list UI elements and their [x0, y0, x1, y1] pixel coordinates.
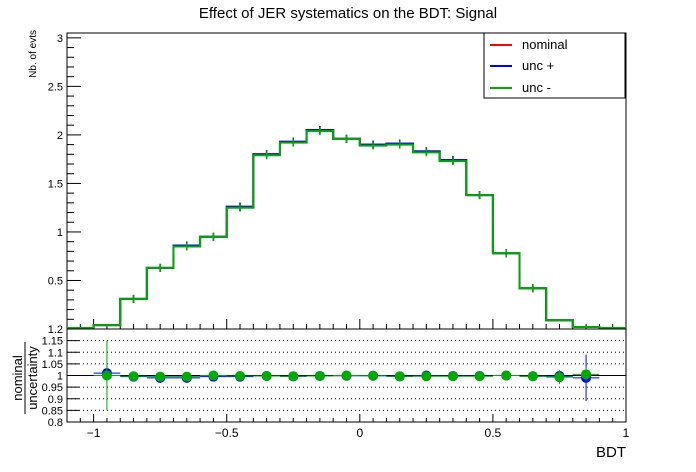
ratio-y-tick-label: 1.05	[42, 359, 63, 371]
ratio-point	[341, 370, 352, 381]
ratio-y-tick-label: 1.2	[48, 324, 63, 336]
ratio-y-tick-label: 0.8	[48, 417, 63, 429]
ratio-point	[128, 371, 139, 382]
ratio-point	[181, 371, 192, 382]
y-tick-label: 2.5	[48, 81, 63, 93]
ratio-point	[235, 370, 246, 381]
legend-label-nominal: nominal	[522, 37, 568, 52]
legend-label-unc-minus: unc -	[522, 80, 551, 95]
x-tick-label: −0.5	[215, 426, 239, 440]
ratio-y-tick-label: 1	[57, 371, 63, 383]
y-axis-label: Nb. of evts	[28, 30, 39, 78]
y-tick-label: 2	[57, 130, 63, 142]
ratio-point	[288, 371, 299, 382]
ratio-point	[208, 370, 219, 381]
ratio-point	[581, 369, 592, 380]
legend-label-unc-plus: unc +	[522, 58, 554, 73]
ratio-point	[368, 370, 379, 381]
x-tick-label: 1	[623, 426, 630, 440]
ratio-y-tick-label: 0.85	[42, 405, 63, 417]
y-tick-label: 0.5	[48, 275, 63, 287]
chart-title: Effect of JER systematics on the BDT: Si…	[199, 5, 497, 22]
ratio-y-tick-label: 1.1	[48, 347, 63, 359]
main-plot-panel: 0.5 1 1.5 2 2.5 3	[48, 32, 627, 330]
y-tick-label: 1	[57, 227, 63, 239]
ratio-point	[155, 371, 166, 382]
ratio-y-axis-label: nominal uncertainty	[10, 342, 40, 414]
ratio-point	[554, 372, 565, 383]
ratio-y-tick-label: 0.9	[48, 394, 63, 406]
ratio-point	[394, 371, 405, 382]
ratio-label-denominator: uncertainty	[25, 346, 40, 410]
ratio-point	[527, 371, 538, 382]
ratio-label-numerator: nominal	[10, 355, 25, 401]
ratio-y-tick-label: 0.95	[42, 382, 63, 394]
ratio-point	[501, 370, 512, 381]
ratio-y-tick-label: 1.15	[42, 336, 63, 348]
ratio-point	[101, 370, 112, 381]
ratio-point	[421, 371, 432, 382]
y-tick-label: 3	[57, 33, 63, 45]
x-tick-label: 0	[356, 426, 363, 440]
ratio-point	[447, 371, 458, 382]
x-tick-label: −1	[87, 426, 101, 440]
ratio-point	[261, 370, 272, 381]
ratio-point	[474, 371, 485, 382]
ratio-point	[314, 370, 325, 381]
y-tick-label: 1.5	[48, 178, 63, 190]
legend: nominal unc + unc -	[483, 32, 626, 99]
x-tick-label: 0.5	[485, 426, 502, 440]
x-axis-label: BDT	[596, 444, 626, 461]
